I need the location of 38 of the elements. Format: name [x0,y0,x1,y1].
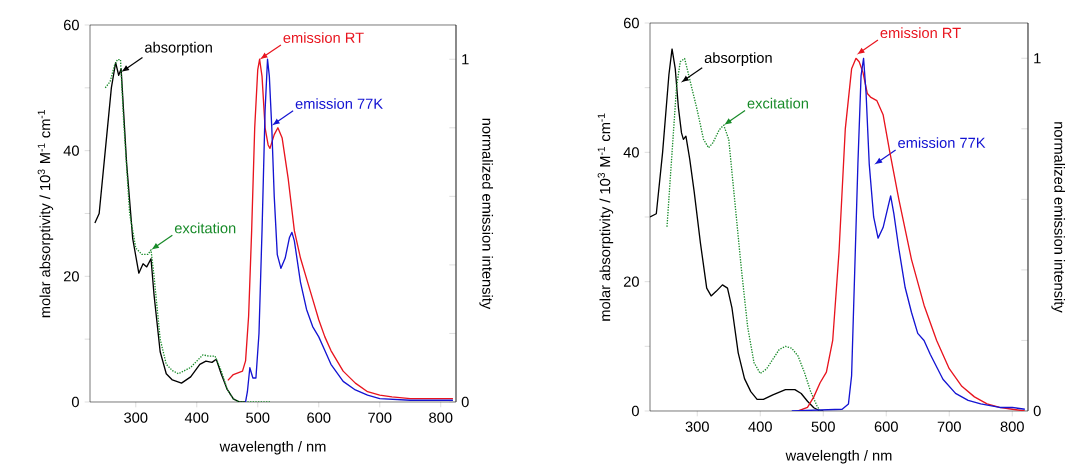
y-tick-label: 20 [623,276,639,287]
y-tick-label: 0 [631,405,639,417]
y2-axis-title: normalized emission intensity [479,118,494,310]
x-tick-label: 700 [937,421,961,432]
x-tick-label: 400 [184,412,209,423]
annotation: emission 77K [295,98,383,109]
x-tick-label: 500 [246,412,270,423]
y-axis-title: molar absorptivity / 10$^{3}$ M$^{-1}$ cm$^{-1}$ [37,109,54,318]
x-tick-label: 800 [429,412,453,423]
annotation: excitation [174,222,236,234]
y-tick-label: 0 [71,396,79,408]
y-axis-title: molar absorptivity / 10$^{3}$ M$^{-1}$ cm$^{-1}$ [597,113,614,321]
y2-tick-label: 0 [1033,405,1041,417]
x-tick-label: 800 [1000,421,1024,432]
x-tick-label: 600 [307,412,331,423]
x-axis-title: wavelength / nm [219,440,326,455]
x-tick-label: 600 [874,421,898,432]
annotation: absorption [704,52,772,66]
x-tick-label: 700 [368,412,392,423]
x-tick-label: 400 [748,421,772,432]
y-tick-label: 20 [63,271,79,282]
x-tick-label: 500 [811,421,835,432]
annotation: emission RT [880,27,961,39]
annotation: absorption [145,41,212,56]
x-axis-title: wavelength / nm [785,449,892,464]
y-tick-label: 40 [63,145,79,156]
y-tick-label: 60 [63,19,79,31]
y-tick-label: 60 [623,17,639,29]
y2-tick-label: 1 [1034,53,1041,64]
annotation: excitation [747,97,808,109]
y2-axis-title: normalized emission intensity [1051,122,1066,313]
x-tick-label: 300 [124,412,148,423]
x-tick-label: 300 [685,421,709,432]
y-tick-label: 40 [623,147,639,158]
annotation: emission 77K [898,137,986,149]
annotation: emission RT [283,32,364,43]
y2-tick-label: 0 [461,396,469,408]
y2-tick-label: 1 [462,54,469,65]
